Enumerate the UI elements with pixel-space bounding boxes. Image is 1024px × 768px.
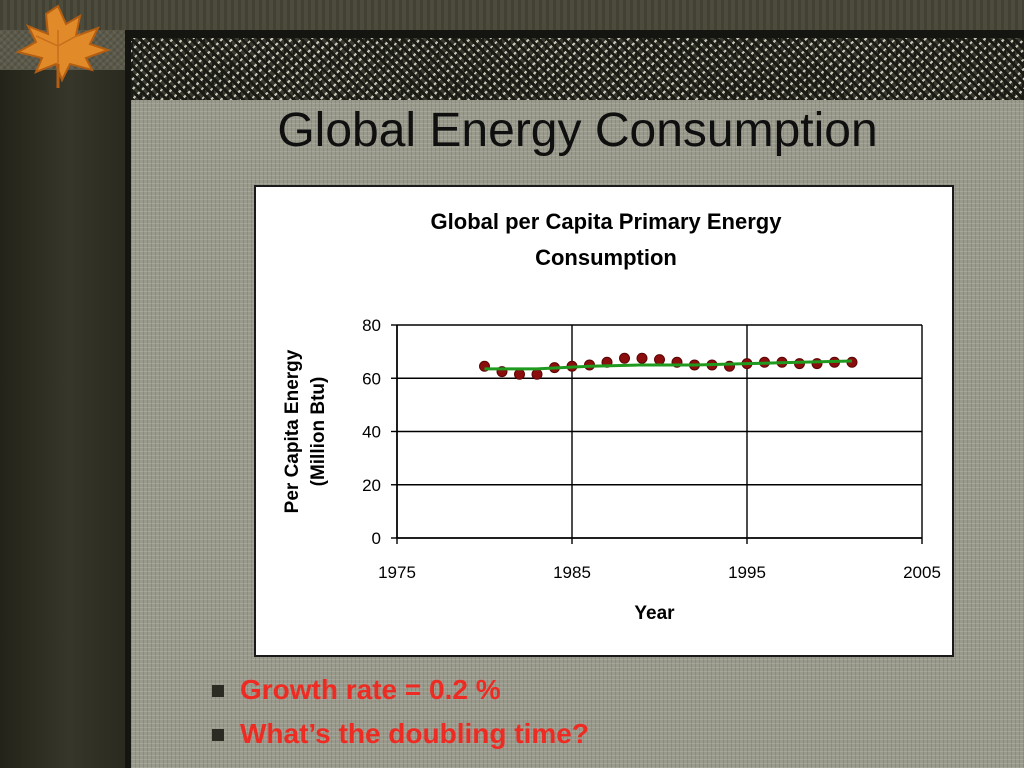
data-point — [531, 368, 543, 380]
bullet-text: Growth rate = 0.2 % — [240, 674, 501, 705]
y-axis-label-line: Per Capita Energy — [282, 349, 303, 513]
x-tick-label: 1975 — [378, 563, 416, 582]
top-texture-strip — [0, 0, 1024, 30]
x-axis-label: Year — [634, 603, 675, 624]
square-bullet-icon — [212, 729, 224, 741]
data-point — [619, 352, 630, 364]
bullet-item: What’s the doubling time? — [210, 716, 589, 760]
y-tick-label: 80 — [362, 316, 381, 335]
bullet-text: What’s the doubling time? — [240, 718, 589, 749]
x-tick-label: 2005 — [903, 563, 941, 582]
chart-title-line: Consumption — [535, 245, 677, 270]
chart-container: Global per Capita Primary Energy Consumpt… — [254, 185, 954, 657]
square-bullet-icon — [212, 685, 224, 697]
data-point — [636, 352, 648, 364]
slide-header-band — [131, 38, 1024, 100]
y-tick-label: 20 — [362, 476, 381, 495]
chart-title-line: Global per Capita Primary Energy — [431, 209, 783, 234]
bullet-item: Growth rate = 0.2 % — [210, 672, 589, 716]
maple-leaf-icon — [15, 4, 112, 88]
trend-line — [484, 359, 853, 371]
data-point — [514, 368, 525, 380]
y-tick-label: 0 — [372, 529, 381, 548]
y-tick-label: 40 — [362, 423, 381, 442]
y-axis-label-line: (Million Btu) — [308, 377, 329, 487]
y-tick-label: 60 — [362, 369, 381, 388]
x-tick-label: 1995 — [728, 563, 766, 582]
data-point — [654, 354, 665, 366]
slide-title: Global Energy Consumption — [277, 104, 878, 157]
bullet-list: Growth rate = 0.2 % What’s the doubling … — [210, 672, 589, 760]
x-tick-label: 1985 — [553, 563, 591, 582]
data-point — [811, 358, 823, 370]
left-decor-bar — [0, 70, 125, 768]
chart-svg: Global per Capita Primary Energy Consumpt… — [282, 209, 941, 624]
